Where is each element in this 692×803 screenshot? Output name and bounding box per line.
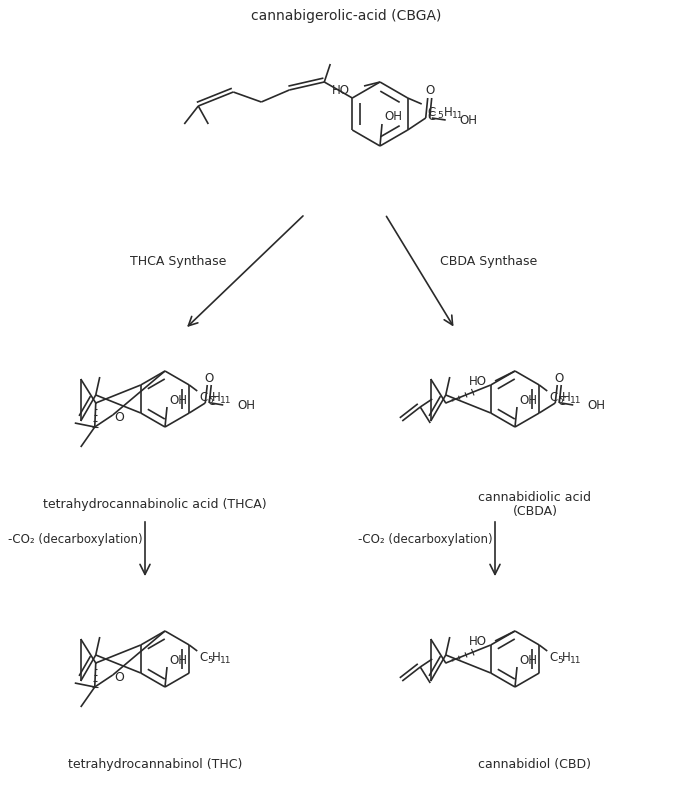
Text: -CO₂ (decarboxylation): -CO₂ (decarboxylation) [8,533,143,546]
Text: 11: 11 [452,112,463,120]
Text: C: C [199,391,208,404]
Text: C: C [428,106,436,120]
Text: H: H [562,650,571,663]
Text: cannabidiolic acid: cannabidiolic acid [478,491,592,503]
Text: C: C [549,650,558,663]
Text: O: O [113,671,124,683]
Text: OH: OH [519,654,537,666]
Text: O: O [113,411,124,424]
Text: OH: OH [459,114,477,128]
Text: OH: OH [237,399,255,412]
Text: OH: OH [519,394,537,407]
Text: OH: OH [588,399,606,412]
Text: cannabidiol (CBD): cannabidiol (CBD) [478,757,592,771]
Text: H: H [212,391,221,404]
Text: HO: HO [332,84,350,97]
Text: O: O [205,372,214,385]
Text: O: O [425,84,435,97]
Text: 11: 11 [220,656,232,665]
Text: OH: OH [384,110,402,124]
Text: 5: 5 [207,396,213,405]
Text: C: C [199,650,208,663]
Text: H: H [444,106,453,120]
Text: (CBDA): (CBDA) [513,503,558,517]
Text: 11: 11 [570,656,582,665]
Text: HO: HO [469,375,487,388]
Text: 5: 5 [438,112,444,120]
Text: HO: HO [469,634,487,648]
Text: C: C [549,391,558,404]
Text: 5: 5 [557,396,563,405]
Text: O: O [554,372,564,385]
Text: 11: 11 [570,396,582,405]
Text: C: C [428,109,436,122]
Text: tetrahydrocannabinol (THC): tetrahydrocannabinol (THC) [68,757,242,771]
Text: OH: OH [169,654,187,666]
Text: OH: OH [169,394,187,407]
Text: H: H [562,391,571,404]
Text: CBDA Synthase: CBDA Synthase [440,255,537,268]
Text: 5: 5 [557,656,563,665]
Text: -CO₂ (decarboxylation): -CO₂ (decarboxylation) [358,533,493,546]
Text: 5: 5 [207,656,213,665]
Text: tetrahydrocannabinolic acid (THCA): tetrahydrocannabinolic acid (THCA) [43,498,267,511]
Text: H: H [212,650,221,663]
Text: THCA Synthase: THCA Synthase [130,255,226,268]
Text: cannabigerolic-acid (CBGA): cannabigerolic-acid (CBGA) [251,9,441,23]
Text: C: C [207,395,215,408]
Text: C: C [557,395,565,408]
Text: 11: 11 [220,396,232,405]
